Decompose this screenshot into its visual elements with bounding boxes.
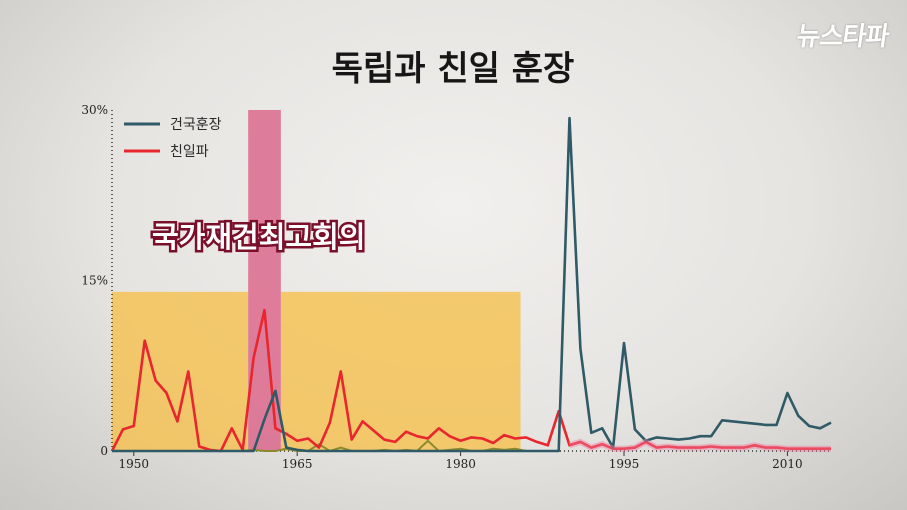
chart-title: 독립과 친일 훈장 [332, 49, 575, 89]
x-tick-label: 1965 [282, 457, 313, 471]
highlight-band [280, 291, 521, 451]
x-tick-label: 1995 [609, 457, 640, 471]
chart-annotation: 국가재건최고회의 [152, 220, 365, 254]
y-tick-label: 30% [81, 103, 108, 117]
x-tick-label: 1980 [445, 457, 476, 471]
x-tick-label: 2010 [772, 457, 803, 471]
series-glow [568, 438, 831, 452]
x-tick-label: 1950 [119, 457, 150, 471]
legend-label: 건국훈장 [170, 117, 222, 133]
series-line-1 [110, 308, 831, 453]
legend-label: 친일파 [170, 144, 209, 160]
y-tick-label: 15% [81, 274, 108, 288]
y-tick-label: 0 [100, 444, 108, 458]
series-line-0 [112, 116, 832, 453]
